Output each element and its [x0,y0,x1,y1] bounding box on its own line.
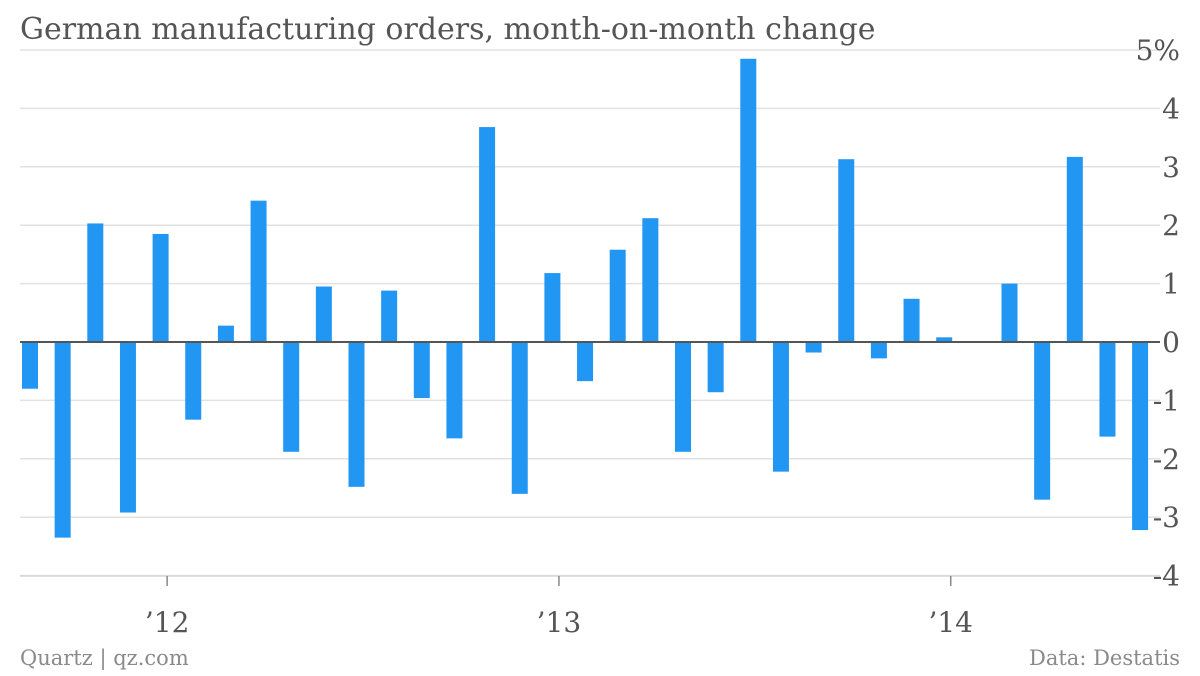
x-tick-label: ’13 [537,606,582,639]
bar [87,223,104,342]
bar [185,342,202,420]
bar [675,342,691,452]
bar [250,200,267,342]
bar [152,233,169,342]
bar [1132,342,1149,531]
bar [838,159,855,342]
y-tick-label: 3 [1162,151,1180,184]
bar [511,342,528,494]
y-tick-label: 5% [1136,34,1180,67]
bar [936,337,953,342]
y-tick-label: 0 [1162,326,1180,359]
bar [381,290,398,342]
bar [1099,342,1116,437]
bar [446,342,463,439]
bar [315,286,332,342]
bar [54,342,71,538]
y-tick-label: -2 [1153,443,1180,476]
bar [479,127,496,342]
bar [740,58,757,342]
bar [119,342,136,513]
bar [217,325,234,342]
y-tick-label: 2 [1162,209,1180,242]
bar [707,342,724,393]
y-tick-label: 4 [1162,92,1180,125]
x-tick-label: ’14 [928,606,973,639]
bar [1001,283,1018,342]
bar [348,342,365,487]
bar [805,342,822,353]
y-tick-label: -1 [1153,384,1180,417]
bar [1066,156,1083,342]
y-tick-label: 1 [1162,268,1180,301]
bar [1034,342,1051,500]
bar [544,273,561,342]
bar [577,342,594,382]
bar [642,218,659,342]
bar [22,342,38,389]
bar [413,342,430,399]
chart-title: German manufacturing orders, month-on-mo… [20,12,876,47]
bar [870,342,887,359]
bar [609,249,626,342]
y-tick-label: -3 [1153,501,1180,534]
x-tick-label: ’12 [145,606,190,639]
bar [772,342,789,472]
footer-source: Data: Destatis [1029,646,1180,670]
bar [903,298,920,342]
bar [283,342,300,452]
footer-credit: Quartz | qz.com [20,646,189,670]
